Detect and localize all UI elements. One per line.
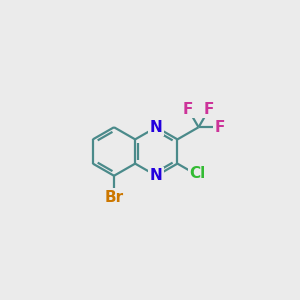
Text: Br: Br	[104, 190, 124, 205]
Text: N: N	[150, 120, 163, 135]
Text: Cl: Cl	[190, 167, 206, 182]
Text: F: F	[214, 120, 224, 135]
Text: F: F	[204, 102, 214, 117]
Text: F: F	[183, 102, 194, 117]
Text: N: N	[150, 168, 163, 183]
